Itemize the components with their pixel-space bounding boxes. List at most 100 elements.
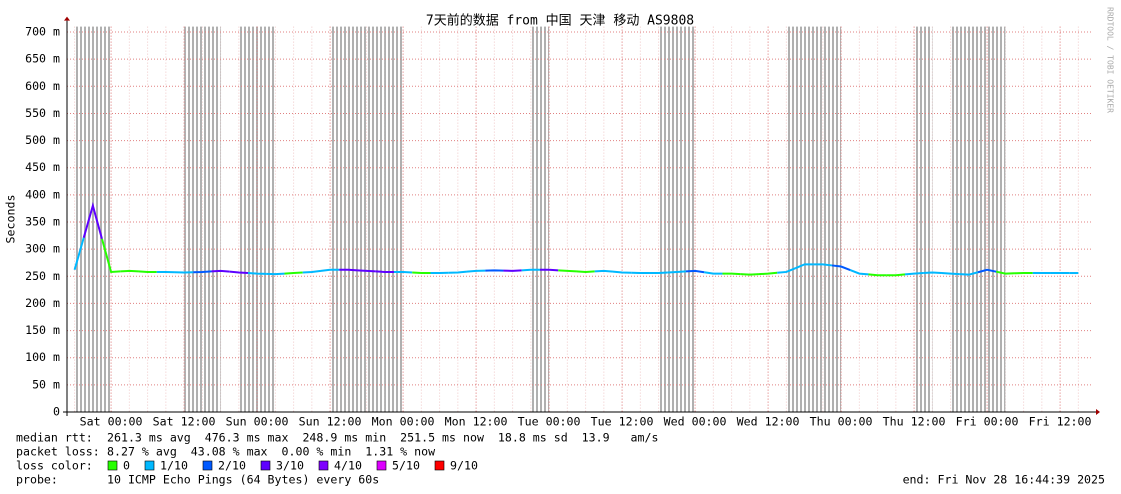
median-segment [558,269,577,273]
watermark: RRDTOOL / TOBI OETIKER [1106,7,1115,113]
median-segment [320,268,340,272]
median-segment [503,269,522,272]
median-segment [521,268,540,272]
median-segment [996,270,1015,275]
median-segment [685,269,705,274]
legend-label: 0 [123,459,130,473]
median-segment [73,237,85,271]
median-segment [612,270,632,274]
loss-band [950,26,1006,412]
y-tick-label: 650 m [25,52,60,66]
median-segment [448,270,468,274]
median-segment [813,263,833,267]
x-tick-label: Tue 00:00 [518,415,581,429]
y-tick-label: 700 m [25,25,60,39]
y-tick-label: 450 m [25,160,60,174]
loss-band [384,26,404,412]
legend-label: 4/10 [334,459,362,473]
x-tick-label: Wed 12:00 [737,415,800,429]
y-tick-label: 200 m [25,296,60,310]
x-tick-label: Fri 12:00 [1029,415,1092,429]
median-segment [193,270,212,274]
x-tick-label: Sat 00:00 [80,415,143,429]
median-segment [229,270,249,275]
median-segment [704,271,723,275]
median-segment [466,269,486,273]
x-tick-label: Thu 12:00 [883,415,946,429]
median-segment [120,269,139,273]
y-tick-label: 500 m [25,133,60,147]
y-tick-label: 300 m [25,242,60,256]
loss-band [530,26,550,412]
x-tick-label: Sun 00:00 [226,415,289,429]
y-tick-label: 150 m [25,323,60,337]
loss-band [914,26,933,412]
legend-label: 1/10 [160,459,188,473]
median-segment [393,270,413,274]
loss-band [74,26,112,412]
x-tick-label: Sun 12:00 [299,415,362,429]
median-segment [539,268,559,272]
median-segment [868,273,887,277]
probe-text: 10 ICMP Echo Pings (64 Bytes) every 60s [107,473,379,487]
legend-label: 5/10 [392,459,420,473]
median-segment [886,273,906,277]
x-tick-label: Fri 00:00 [956,415,1019,429]
y-tick-label: 100 m [25,350,60,364]
legend-label: 2/10 [218,459,246,473]
y-tick-label: 50 m [32,377,60,391]
stats-label: packet loss: [16,445,100,459]
median-segment [777,267,796,274]
median-segment [284,271,303,275]
median-segment [758,271,778,276]
median-segment [357,269,376,273]
median-segment [977,268,997,274]
legend-label: 3/10 [276,459,304,473]
y-tick-label: 400 m [25,187,60,201]
stats-text: 8.27 % avg 43.08 % max 0.00 % min 1.31 %… [107,445,435,459]
loss-band [184,26,221,412]
median-segment [302,269,322,274]
median-segment [266,272,285,276]
y-tick-label: 550 m [25,106,60,120]
y-tick-label: 600 m [25,79,60,93]
median-segment [101,238,121,273]
legend-swatch [260,460,271,471]
median-segment [138,270,157,273]
probe-label: probe: [16,473,58,487]
median-segment [412,271,431,275]
median-segment [247,272,267,275]
y-axis-label: Seconds [4,195,18,244]
axis-arrow [64,16,70,21]
y-tick-label: 350 m [25,215,60,229]
axis-arrow [1096,409,1100,415]
median-segment [722,272,741,276]
median-segment [941,272,960,276]
x-tick-label: Wed 00:00 [664,415,727,429]
median-segment [849,269,869,276]
y-tick-label: 0 [53,405,60,419]
loss-band [330,26,385,412]
legend-label: 9/10 [450,459,478,473]
x-tick-label: Mon 12:00 [445,415,508,429]
legend-swatch [144,460,155,471]
median-segment [375,270,394,273]
y-tick-label: 250 m [25,269,60,283]
end-time: end: Fri Nov 28 16:44:39 2025 [903,473,1105,487]
median-segment [959,271,979,276]
median-segment [339,268,358,272]
median-segment [594,269,614,273]
legend-swatch [434,460,445,471]
x-tick-label: Tue 12:00 [591,415,654,429]
median-segment [82,202,103,240]
median-segment [649,271,668,275]
legend-swatch [318,460,329,471]
loss-band [786,26,842,412]
median-segment [904,272,924,276]
legend-swatch [376,460,387,471]
median-segment [667,270,687,274]
stats-text: 261.3 ms avg 476.3 ms max 248.9 ms min 2… [107,431,658,445]
median-segment [211,269,230,273]
stats-label: median rtt: [16,431,93,445]
